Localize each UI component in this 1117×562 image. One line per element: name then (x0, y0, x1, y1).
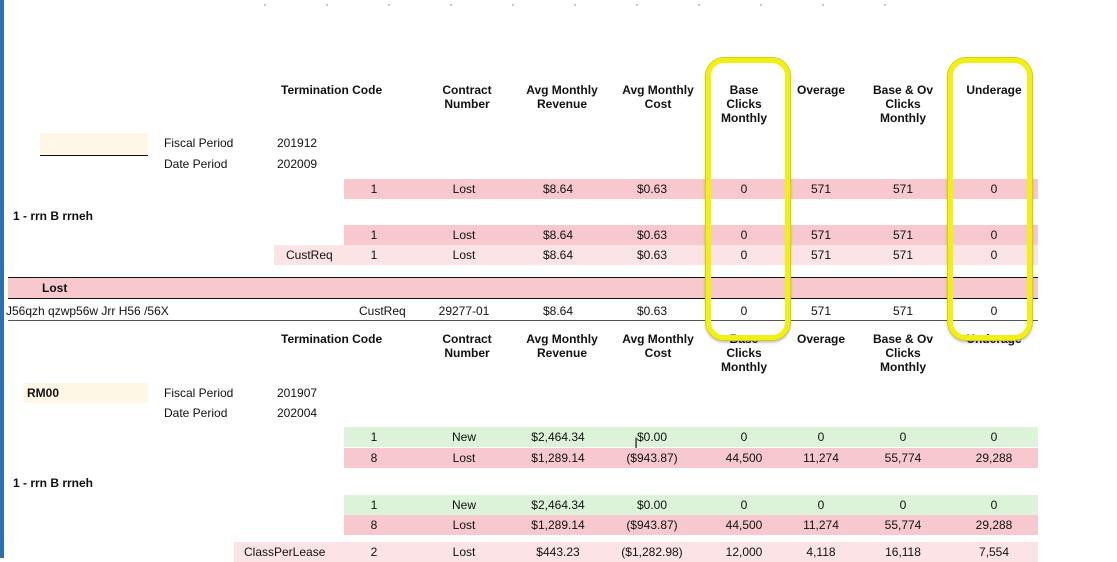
account-name-underline (40, 155, 148, 156)
table-row[interactable]: 1 New $2,464.34 $0.00 0 0 0 0 (344, 495, 1038, 515)
table-row[interactable]: 8 Lost $1,289.14 ($943.87) 44,500 11,274… (344, 448, 1038, 468)
group-bottom-rule (8, 298, 1038, 299)
header-termination-code: Termination Code (281, 332, 383, 346)
table-row[interactable]: ClassPerLease 2 Lost $443.23 ($1,282.98)… (234, 542, 1038, 562)
group-label: 1 - rrn B rrneh (13, 209, 94, 223)
fiscal-period-value: 201907 (277, 386, 318, 400)
table-row[interactable]: 1 Lost $8.64 $0.63 0 571 571 0 (344, 225, 1038, 245)
header-avg-cost: Avg Monthly Cost (622, 332, 694, 360)
header-avg-revenue: Avg Monthly Revenue (526, 83, 598, 111)
header-contract-number: Contract Number (442, 83, 492, 111)
header-base-clicks: Base Clicks Monthly (721, 83, 767, 125)
fiscal-period-label: Fiscal Period (164, 386, 234, 400)
group-header-lost: Lost (8, 278, 1038, 298)
text-cursor-icon: I (634, 436, 639, 452)
detail-rule (8, 320, 1038, 321)
header-avg-revenue: Avg Monthly Revenue (526, 332, 598, 360)
report-top-dashes (234, 2, 894, 8)
window-left-border (0, 0, 4, 558)
header-overage: Overage (796, 332, 846, 346)
table-row[interactable]: CustReq 1 Lost $8.64 $0.63 0 571 571 0 (274, 245, 1038, 265)
header-base-ov-clicks: Base & Ov Clicks Monthly (872, 83, 934, 125)
header-base-ov-clicks: Base & Ov Clicks Monthly (872, 332, 934, 374)
table-row[interactable]: 8 Lost $1,289.14 ($943.87) 44,500 11,274… (344, 515, 1038, 535)
header-termination-code: Termination Code (281, 83, 383, 97)
report-sheet: Termination Code Contract Number Avg Mon… (4, 0, 1117, 562)
header-underage: Underage (966, 83, 1022, 97)
account-name-box (40, 133, 148, 155)
header-overage: Overage (796, 83, 846, 97)
table-row[interactable]: 1 New $2,464.34 $0.00 0 0 0 0 (344, 427, 1038, 447)
date-period-label: Date Period (164, 406, 228, 420)
date-period-value: 202004 (277, 406, 318, 420)
date-period-label: Date Period (164, 157, 228, 171)
account-name-box: RM00 (24, 383, 148, 403)
fiscal-period-value: 201912 (277, 136, 318, 150)
group-top-rule (8, 277, 1038, 278)
group-label: 1 - rrn B rrneh (13, 476, 94, 490)
header-avg-cost: Avg Monthly Cost (622, 83, 694, 111)
highlight-underage-column (948, 58, 1032, 340)
date-period-value: 202009 (277, 157, 318, 171)
table-row[interactable]: 1 Lost $8.64 $0.63 0 571 571 0 (344, 179, 1038, 199)
account-code: RM00 (27, 386, 60, 400)
highlight-base-clicks-column (706, 58, 790, 340)
fiscal-period-label: Fiscal Period (164, 136, 234, 150)
header-contract-number: Contract Number (442, 332, 492, 360)
